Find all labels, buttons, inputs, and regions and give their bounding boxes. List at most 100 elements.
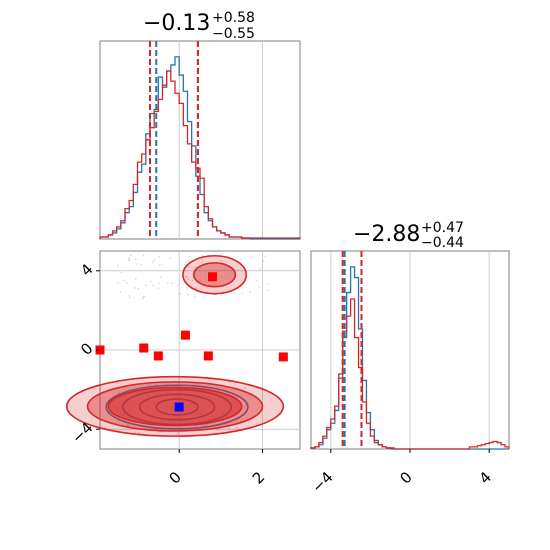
scatter-point — [158, 264, 161, 266]
scatter-point — [220, 259, 223, 262]
scatter-point — [236, 396, 239, 399]
contour-0-0 — [105, 384, 249, 430]
marker-0-6 — [208, 272, 217, 282]
scatter-point — [227, 427, 230, 430]
scatter-point — [185, 276, 187, 278]
scatter-point — [128, 259, 130, 261]
x0-title: −0.13 — [143, 11, 210, 36]
scatter-point — [223, 269, 226, 272]
scatter-point — [194, 295, 196, 298]
scatter-point — [141, 297, 144, 300]
scatter-point — [140, 264, 142, 266]
marker-0-3 — [180, 330, 190, 340]
scatter-point — [233, 395, 236, 397]
scatter-point — [236, 269, 238, 271]
x1-xtick-label: 0 — [396, 468, 415, 487]
scatter-point — [259, 268, 261, 270]
scatter-point — [188, 255, 191, 258]
scatter-point — [152, 284, 154, 287]
scatter-point — [267, 283, 269, 286]
hist-series-1 — [310, 298, 510, 450]
scatter-point — [229, 269, 231, 272]
scatter-point — [249, 291, 251, 293]
x1-title: −2.88 — [353, 222, 420, 247]
scatter-point — [201, 258, 203, 260]
scatter-point — [116, 282, 119, 284]
scatter-point — [262, 260, 265, 262]
x1-title-sup: +0.47 — [421, 220, 464, 236]
scatter-point — [187, 278, 189, 281]
hist-series-1 — [99, 70, 301, 239]
scatter-point — [226, 423, 229, 425]
scatter-point — [241, 291, 243, 294]
scatter-point — [264, 255, 267, 258]
scatter-point — [160, 263, 163, 266]
scatter-point — [160, 276, 162, 279]
scatter-point — [191, 279, 194, 282]
scatter-point — [219, 294, 222, 296]
scatter-point — [134, 287, 136, 289]
scatter-point — [157, 287, 160, 290]
scatter-point — [134, 258, 137, 261]
scatter-point — [128, 257, 131, 259]
scatter-point — [142, 254, 145, 257]
scatter-point — [222, 290, 224, 293]
scatter-point — [135, 263, 138, 265]
scatter-point — [256, 279, 258, 282]
scatter-point — [145, 284, 147, 287]
scatter-point — [195, 424, 197, 427]
scatter-point — [142, 296, 145, 298]
scatter-point — [119, 290, 122, 293]
scatter-point — [153, 259, 156, 261]
scatter-point — [235, 426, 238, 429]
scatter-point — [177, 432, 179, 434]
x0-title-sub: −0.55 — [212, 26, 255, 42]
scatter-point — [203, 424, 206, 427]
scatter-point — [116, 381, 118, 384]
scatter-point — [126, 282, 128, 284]
scatter-point — [204, 276, 207, 279]
scatter-point — [128, 294, 131, 297]
scatter-point — [118, 391, 120, 394]
scatter-point — [267, 289, 269, 292]
scatter-point — [188, 259, 190, 262]
scatter-point — [134, 278, 137, 280]
scatter-point — [233, 291, 236, 294]
scatter-point — [117, 264, 119, 267]
x0-marginal-axes — [99, 40, 301, 240]
scatter-point — [130, 254, 132, 257]
scatter-point — [169, 257, 171, 259]
scatter-point — [158, 256, 160, 258]
scatter-point — [194, 287, 197, 290]
x1-title-sub: −0.44 — [421, 235, 464, 251]
scatter-point — [152, 261, 154, 264]
scatter-point — [137, 287, 140, 290]
scatter-point — [243, 405, 246, 408]
scatter-point — [149, 280, 152, 283]
scatter-point — [257, 286, 260, 288]
scatter-point — [171, 282, 174, 285]
scatter-point — [138, 432, 140, 434]
x0-title-sup: +0.58 — [212, 10, 255, 26]
scatter-point — [179, 292, 182, 295]
scatter-point — [234, 383, 236, 386]
marker-0-5 — [278, 352, 288, 362]
scatter-point — [240, 257, 243, 260]
scatter-point — [228, 381, 230, 383]
scatter-point — [200, 261, 203, 264]
scatter-point — [123, 279, 126, 282]
scatter-point — [206, 423, 208, 426]
marker-0-2 — [153, 351, 163, 361]
joint-xtick-label: 0 — [166, 468, 185, 487]
scatter-point — [187, 293, 189, 296]
scatter-point — [155, 383, 158, 386]
scatter-point — [220, 275, 223, 278]
scatter-point — [126, 424, 129, 427]
scatter-point — [216, 428, 219, 431]
joint-xtick-label: 2 — [249, 468, 268, 487]
marker-0-4 — [203, 351, 213, 361]
scatter-point — [143, 295, 146, 298]
joint-ytick-label: 0 — [77, 339, 96, 358]
x1-xtick-label: −4 — [308, 468, 336, 496]
